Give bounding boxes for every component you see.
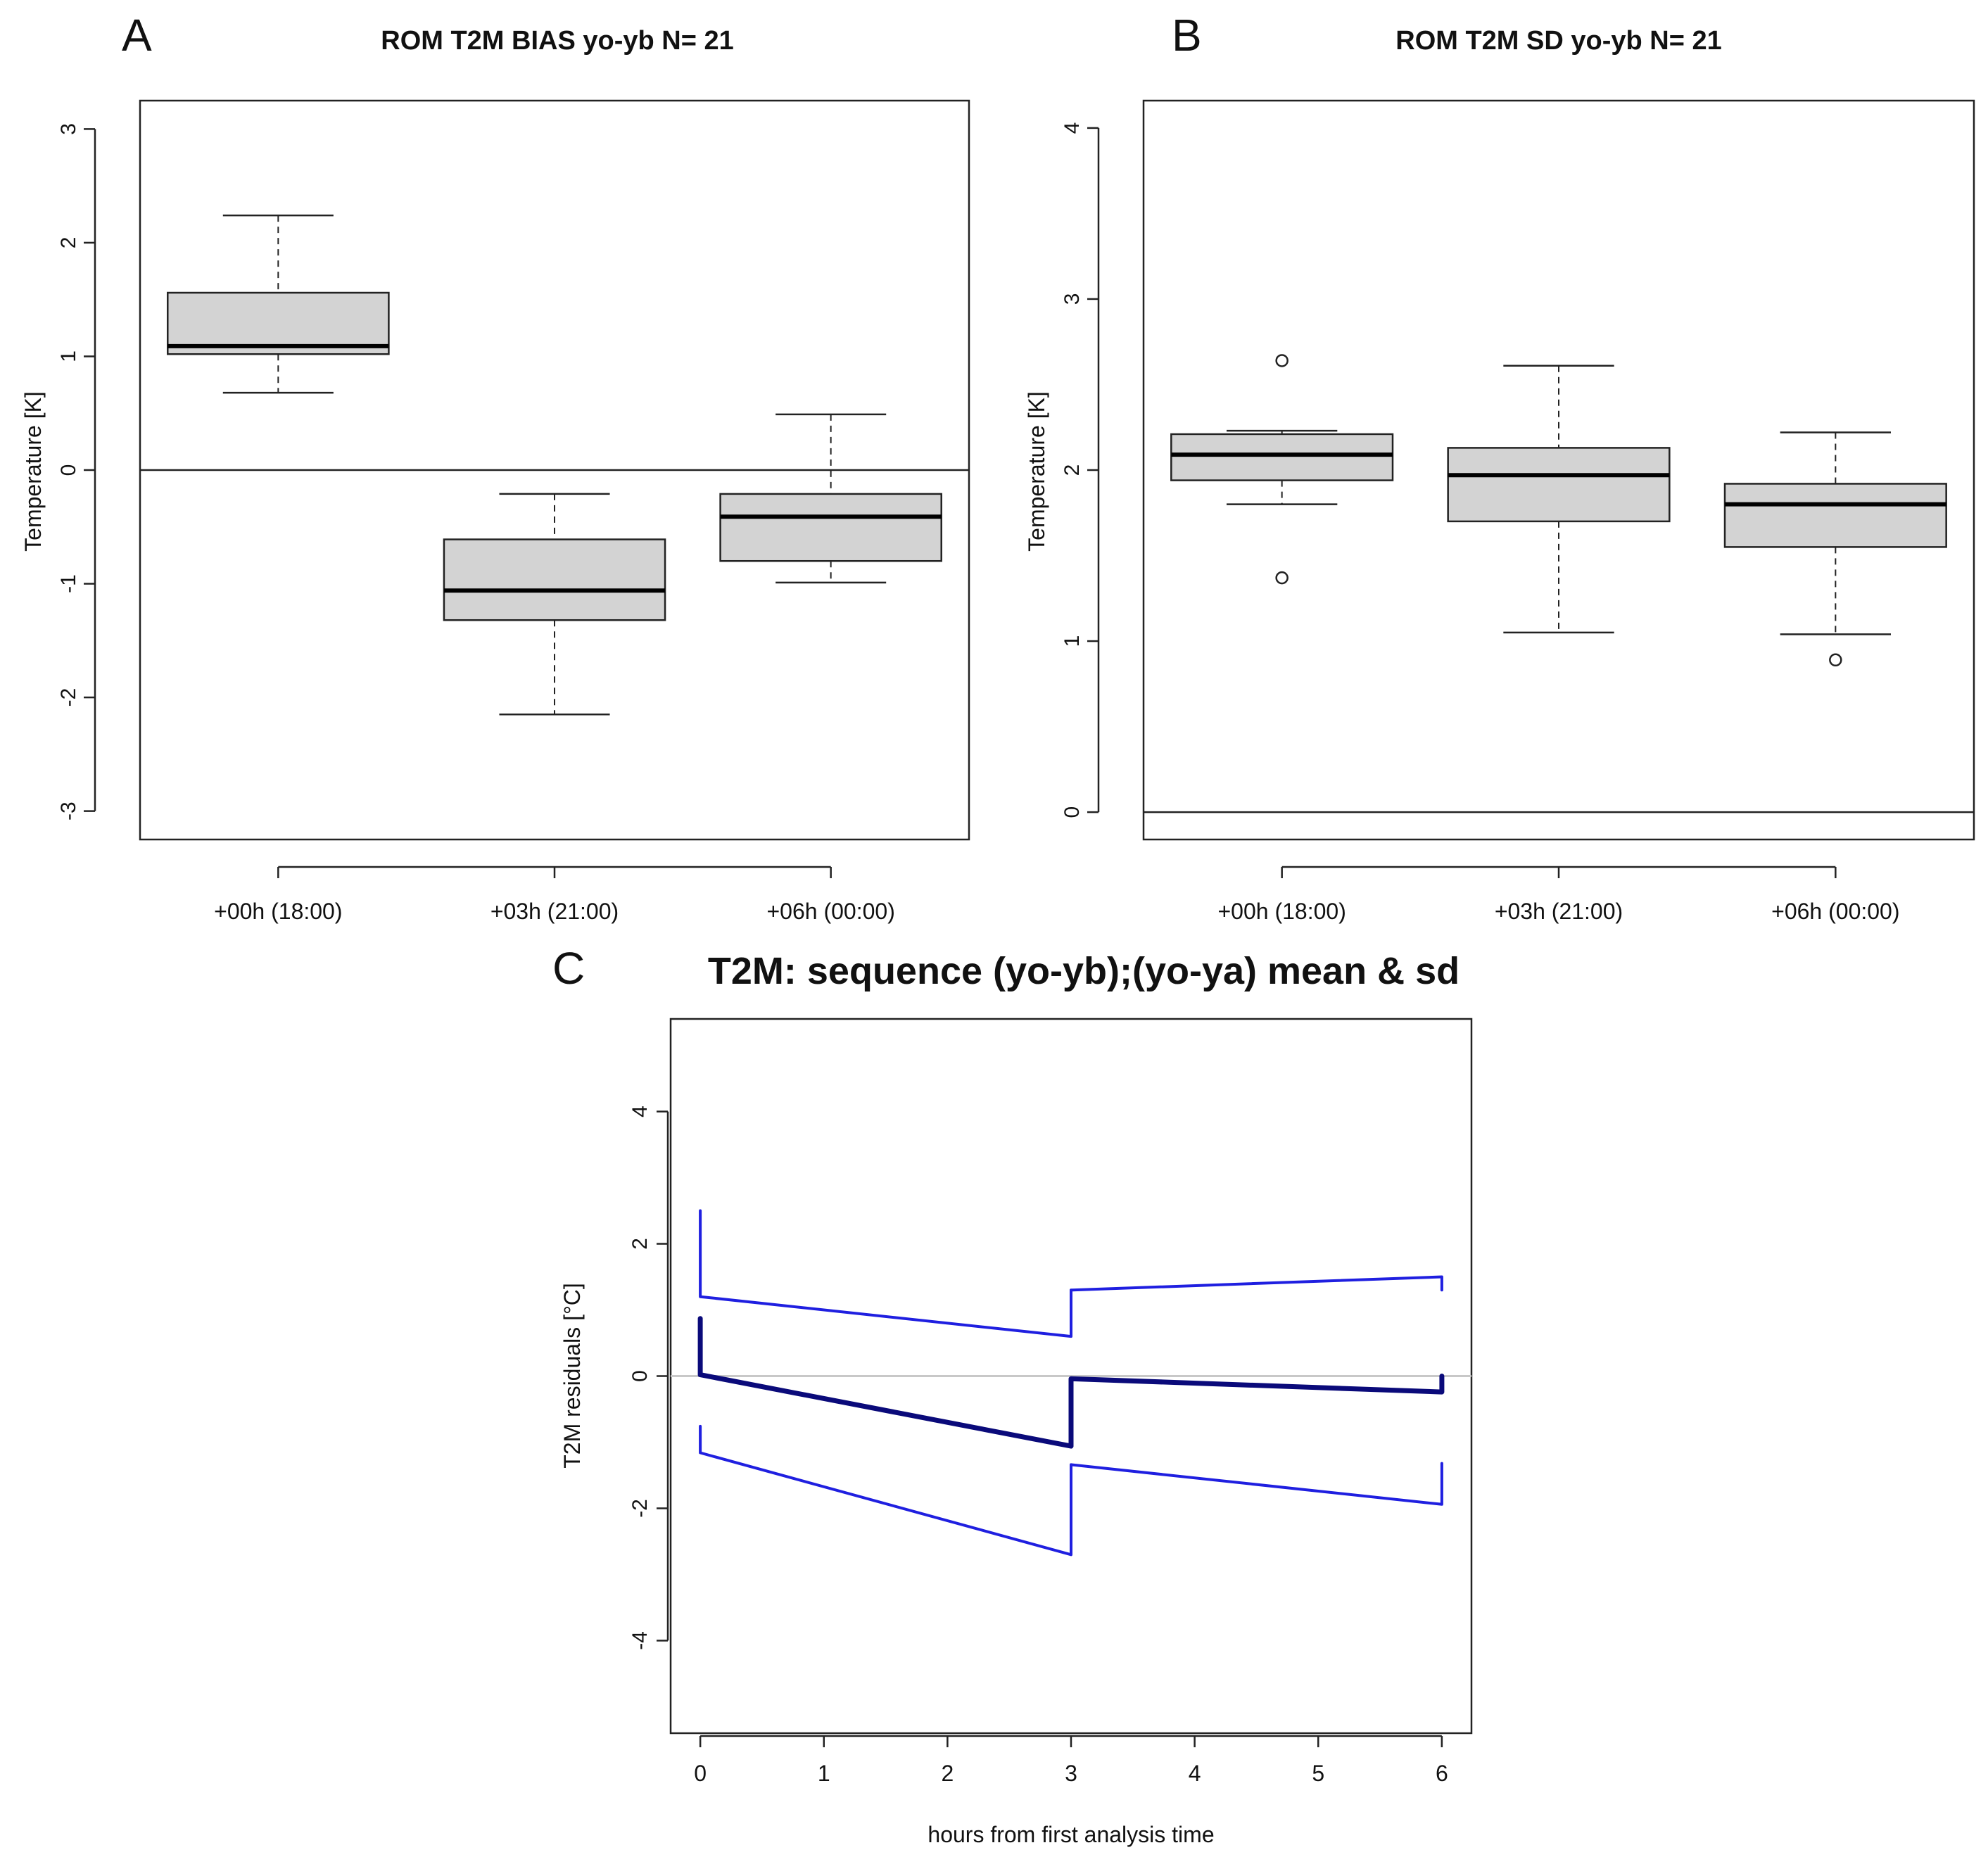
y-tick-label: 1: [1061, 635, 1084, 647]
x-tick-label: +03h (21:00): [1495, 899, 1623, 924]
box-3: [1723, 431, 1947, 667]
y-tick-label: 0: [628, 1370, 652, 1382]
panel-c-lineplot: T2M: sequence (yo-yb);(yo-ya) mean & sd …: [559, 950, 1473, 1847]
y-tick-label: -1: [57, 574, 80, 593]
panel-b-ylabel: Temperature [K]: [1024, 391, 1049, 552]
y-tick-label: 4: [628, 1105, 652, 1117]
x-tick-label: 3: [1065, 1761, 1077, 1786]
panel-a-ylabel: Temperature [K]: [20, 391, 46, 552]
y-tick-label: 2: [1061, 464, 1084, 476]
series-line-mean-minus-sd: [699, 1424, 1443, 1557]
x-tick-label: +00h (18:00): [1217, 899, 1346, 924]
box-3: [719, 413, 942, 584]
y-tick-label: 2: [628, 1238, 652, 1250]
x-tick-label: +06h (00:00): [1771, 899, 1899, 924]
y-tick-label: 1: [57, 350, 80, 362]
x-tick-label: 2: [941, 1761, 954, 1786]
x-tick-label: 1: [818, 1761, 830, 1786]
panel-letter-b: B: [1172, 10, 1202, 61]
panel-b-title: ROM T2M SD yo-yb N= 21: [1395, 26, 1721, 56]
box-iqr: [719, 493, 942, 562]
y-tick-label: -2: [57, 688, 80, 707]
y-tick-label: 0: [1061, 806, 1084, 818]
x-tick-label: +00h (18:00): [214, 899, 342, 924]
panel-b-boxplot: ROM T2M SD yo-yb N= 21 Temperature [K] 0…: [1024, 26, 1975, 924]
x-tick-label: 0: [694, 1761, 707, 1786]
series-line-mean: [697, 1316, 1445, 1449]
x-tick-label: 5: [1312, 1761, 1324, 1786]
y-tick-label: -4: [628, 1631, 652, 1650]
outlier-point: [1275, 354, 1289, 367]
box-iqr: [1447, 447, 1671, 523]
outlier-point: [1829, 653, 1842, 667]
y-tick-label: 3: [57, 123, 80, 135]
box-1: [1170, 354, 1394, 585]
y-tick-label: 3: [1061, 293, 1084, 305]
box-iqr: [443, 538, 666, 621]
box-iqr: [1723, 483, 1947, 548]
panel-c-xlabel: hours from first analysis time: [927, 1822, 1214, 1847]
x-tick-label: 6: [1436, 1761, 1448, 1786]
y-tick-label: -2: [628, 1499, 652, 1518]
x-tick-label: 4: [1189, 1761, 1201, 1786]
panel-a-boxplot: ROM T2M BIAS yo-yb N= 21 Temperature [K]…: [20, 26, 970, 924]
panel-b-plot-frame: [1142, 99, 1975, 841]
panel-letter-a: A: [122, 10, 152, 61]
panel-c-ylabel: T2M residuals [°C]: [559, 1283, 585, 1469]
panel-letter-c: C: [552, 943, 585, 994]
box-1: [167, 214, 390, 394]
panel-a-title: ROM T2M BIAS yo-yb N= 21: [381, 26, 733, 56]
y-tick-label: 2: [57, 237, 80, 249]
panel-c-title: T2M: sequence (yo-yb);(yo-ya) mean & sd: [708, 950, 1460, 992]
outlier-point: [1275, 571, 1289, 585]
y-tick-label: 4: [1061, 122, 1084, 134]
x-tick-label: +03h (21:00): [490, 899, 619, 924]
y-tick-label: -3: [57, 802, 80, 821]
x-tick-label: +06h (00:00): [766, 899, 894, 924]
box-2: [443, 493, 666, 716]
box-2: [1447, 365, 1671, 634]
series-line-mean-plus-sd: [699, 1209, 1443, 1338]
box-iqr: [1170, 433, 1394, 481]
box-iqr: [167, 291, 390, 355]
y-tick-label: 0: [57, 464, 80, 476]
